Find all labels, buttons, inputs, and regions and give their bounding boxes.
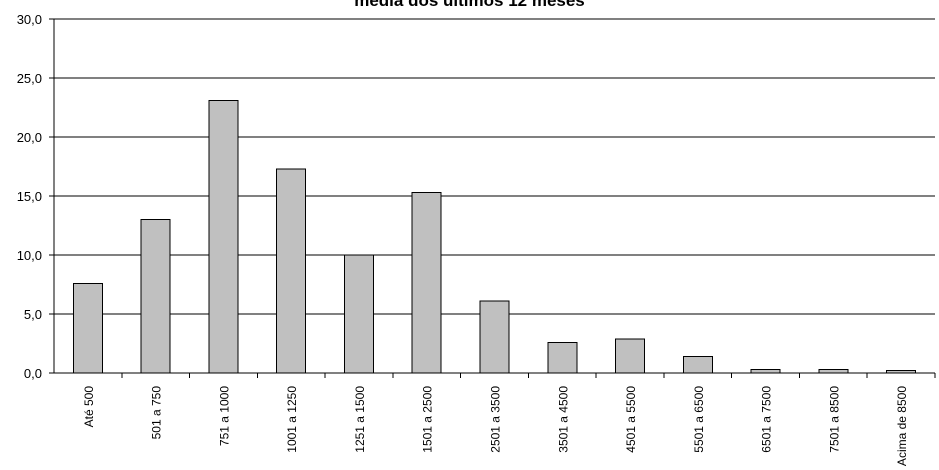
x-tick-label: 751 a 1000 [217, 386, 231, 446]
x-tick-label: 1501 a 2500 [421, 386, 435, 453]
bar [547, 341, 578, 374]
bar [682, 355, 713, 374]
bar [479, 300, 510, 374]
bar [818, 368, 849, 374]
y-tick-label: 15,0 [17, 189, 42, 204]
bar [343, 254, 374, 374]
bar [208, 99, 239, 374]
y-tick-label: 5,0 [24, 307, 42, 322]
y-tick-label: 0,0 [24, 366, 42, 381]
x-tick-label: 6501 a 7500 [760, 386, 774, 453]
bar [615, 338, 646, 374]
x-tick-label: 7501 a 8500 [827, 386, 841, 453]
bar [411, 191, 442, 374]
y-tick-label: 25,0 [17, 71, 42, 86]
x-tick-label: 2501 a 3500 [489, 386, 503, 453]
bar [140, 219, 171, 374]
x-tick-label: 3501 a 4500 [556, 386, 570, 453]
x-tick-label: 1251 a 1500 [353, 386, 367, 453]
y-tick-label: 30,0 [17, 12, 42, 27]
y-tick-label: 20,0 [17, 130, 42, 145]
bar [276, 168, 307, 374]
chart-title: média dos últimos 12 meses [354, 0, 585, 10]
x-tick-label: 4501 a 5500 [624, 386, 638, 453]
bar [886, 370, 917, 374]
x-tick-label: 501 a 750 [150, 386, 164, 440]
bar [72, 282, 103, 374]
y-tick-label: 10,0 [17, 248, 42, 263]
x-tick-label: 5501 a 6500 [692, 386, 706, 453]
x-tick-label: Até 500 [82, 386, 96, 428]
bar [750, 368, 781, 374]
x-tick-label: 1001 a 1250 [285, 386, 299, 453]
x-tick-label: Acima de 8500 [895, 386, 909, 466]
